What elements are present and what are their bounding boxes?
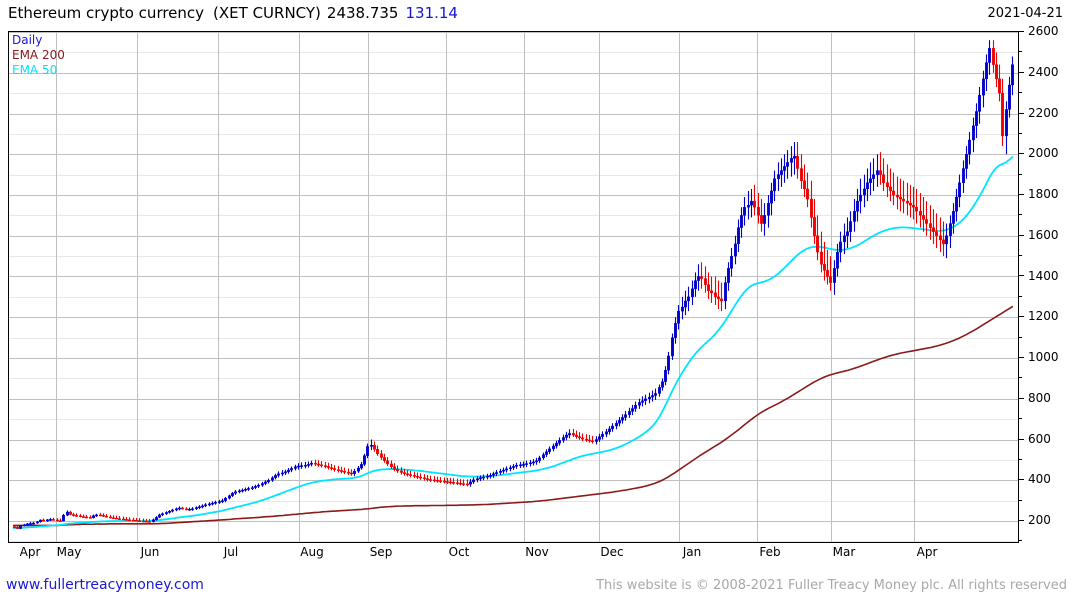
y-axis-minor-tick <box>1019 459 1022 460</box>
x-axis-label: May <box>56 545 82 559</box>
y-axis-label: 1200 <box>1028 309 1059 324</box>
x-axis-label: Aug <box>300 545 324 559</box>
y-axis-minor-tick <box>1019 337 1022 338</box>
y-axis-minor-tick <box>1019 418 1022 419</box>
x-axis-label: Jan <box>682 545 702 559</box>
x-axis-label: Dec <box>600 545 624 559</box>
y-axis-label: 2200 <box>1028 105 1059 120</box>
y-axis-label: 1400 <box>1028 268 1059 283</box>
y-axis-minor-tick <box>1019 133 1022 134</box>
chart-canvas <box>9 32 1018 542</box>
y-axis-tick <box>1019 479 1024 480</box>
x-axis-label: Apr <box>916 545 938 559</box>
y-axis-tick <box>1019 439 1024 440</box>
y-axis-tick <box>1019 357 1024 358</box>
y-axis-minor-tick <box>1019 51 1022 52</box>
legend-item-ema50: EMA 50 <box>12 63 58 77</box>
y-axis-minor-tick <box>1019 500 1022 501</box>
x-axis-label: Feb <box>759 545 781 559</box>
ema200-line <box>12 305 1014 527</box>
y-axis-minor-tick <box>1019 296 1022 297</box>
legend-item-ema200: EMA 200 <box>12 48 65 62</box>
y-axis-minor-tick <box>1019 540 1022 541</box>
instrument-name: Ethereum crypto currency <box>8 4 205 22</box>
y-axis-tick <box>1019 113 1024 114</box>
page-title: Ethereum crypto currency (XET CURNCY) 24… <box>8 4 458 22</box>
y-axis-label: 800 <box>1028 390 1051 405</box>
legend-item-daily: Daily <box>12 33 43 47</box>
y-axis-label: 600 <box>1028 431 1051 446</box>
x-axis-label: Apr <box>19 545 41 559</box>
y-axis-minor-tick <box>1019 92 1022 93</box>
y-axis-label: 1600 <box>1028 227 1059 242</box>
x-axis-label: Jun <box>140 545 160 559</box>
price-change: 131.14 <box>405 4 458 22</box>
ema50-line <box>12 156 1014 530</box>
x-axis: Apr May Jun Jul Aug Sep Oct Nov Dec Jan Feb Mar Apr <box>8 545 1019 563</box>
as-of-date: 2021-04-21 <box>987 5 1063 21</box>
y-axis-minor-tick <box>1019 214 1022 215</box>
site-url-link[interactable]: www.fullertreacymoney.com <box>6 577 204 593</box>
instrument-ticker: (XET CURNCY) <box>213 4 321 22</box>
chart-gridlines <box>9 32 1018 542</box>
y-axis-tick <box>1019 316 1024 317</box>
y-axis-label: 2400 <box>1028 64 1059 79</box>
last-price: 2438.735 <box>326 4 399 22</box>
y-axis-label: 400 <box>1028 472 1051 487</box>
y-axis-tick <box>1019 31 1024 32</box>
x-axis-label: Jul <box>223 545 239 559</box>
y-axis-tick <box>1019 235 1024 236</box>
x-axis-label: Oct <box>448 545 470 559</box>
y-axis-label: 2000 <box>1028 146 1059 161</box>
y-axis-minor-tick <box>1019 377 1022 378</box>
chart-legend: Daily EMA 200 EMA 50 <box>12 33 65 78</box>
y-axis-tick <box>1019 275 1024 276</box>
y-axis-tick <box>1019 153 1024 154</box>
y-axis-minor-tick <box>1019 255 1022 256</box>
y-axis-label: 2600 <box>1028 24 1059 38</box>
chart-plot-area[interactable]: Daily EMA 200 EMA 50 <box>8 31 1019 543</box>
x-axis-label: Sep <box>369 545 393 559</box>
y-axis-tick <box>1019 72 1024 73</box>
y-axis: 200 400 600 800 1000 1200 1400 1600 1800 2000 2200… <box>1019 24 1075 543</box>
x-axis-label: Mar <box>832 545 856 559</box>
copyright-notice: This website is © 2008-2021 Fuller Treac… <box>596 577 1067 593</box>
y-axis-minor-tick <box>1019 174 1022 175</box>
y-axis-label: 200 <box>1028 513 1051 527</box>
chart-footer: www.fullertreacymoney.com This website i… <box>0 574 1075 596</box>
y-axis-label: 1000 <box>1028 350 1059 364</box>
x-axis-label: Nov <box>525 545 549 559</box>
y-axis-tick <box>1019 520 1024 521</box>
y-axis-label: 1800 <box>1028 187 1059 201</box>
y-axis-tick <box>1019 194 1024 195</box>
candlestick-series <box>13 40 1014 530</box>
chart-header: Ethereum crypto currency (XET CURNCY) 24… <box>0 0 1075 26</box>
y-axis-tick <box>1019 398 1024 399</box>
